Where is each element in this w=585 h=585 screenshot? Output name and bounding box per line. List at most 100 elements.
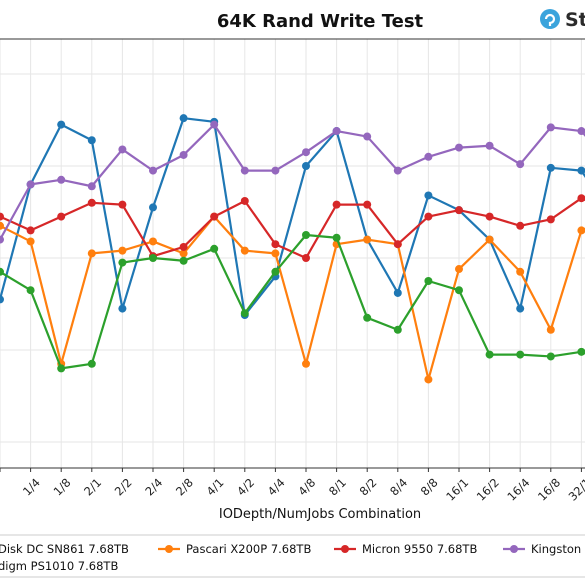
data-point: [118, 145, 127, 154]
data-point: [516, 350, 525, 359]
data-point: [149, 166, 157, 175]
data-point: [271, 249, 280, 258]
series-3: [0, 120, 585, 244]
storagereview-logo-icon: [540, 9, 560, 29]
data-point: [363, 200, 372, 209]
legend-label: digm PS1010 7.68TB: [0, 559, 118, 573]
data-point: [0, 295, 4, 304]
data-point: [577, 226, 585, 235]
legend-marker: [165, 545, 173, 553]
logo-text: St: [565, 9, 585, 31]
legend-item: Pascari X200P 7.68TB: [158, 542, 311, 556]
x-axis-label: IODepth/NumJobs Combination: [219, 507, 421, 522]
data-point: [26, 180, 35, 189]
data-point: [302, 231, 310, 239]
data-point: [210, 244, 219, 253]
data-point: [149, 254, 157, 262]
data-point: [393, 166, 402, 175]
data-point: [332, 127, 341, 136]
data-point: [455, 206, 463, 215]
legend-item: Disk DC SN861 7.68TB: [0, 542, 129, 556]
data-point: [485, 212, 494, 221]
data-point: [424, 277, 433, 285]
data-point: [210, 212, 219, 221]
data-point: [577, 166, 585, 175]
data-point: [240, 246, 249, 255]
data-point: [118, 304, 127, 313]
data-point: [424, 152, 433, 161]
legend-marker: [510, 545, 518, 553]
data-point: [240, 166, 249, 175]
data-point: [179, 114, 188, 123]
legend-frame: [0, 534, 585, 578]
data-point: [26, 237, 35, 246]
data-point: [57, 212, 66, 221]
data-point: [0, 221, 4, 230]
data-point: [118, 246, 127, 255]
data-point: [87, 198, 96, 207]
data-point: [87, 359, 96, 368]
data-point: [302, 359, 310, 368]
data-point: [363, 235, 372, 244]
data-point: [302, 254, 310, 262]
data-point: [455, 286, 463, 295]
data-point: [455, 265, 463, 274]
legend-item: Kingston: [503, 542, 581, 556]
data-point: [149, 237, 157, 246]
data-point: [179, 256, 188, 265]
data-point: [485, 350, 494, 359]
data-point: [363, 132, 372, 141]
data-point: [332, 200, 341, 209]
data-point: [546, 325, 555, 334]
data-point: [240, 196, 249, 205]
data-point: [57, 364, 66, 373]
data-point: [546, 163, 555, 172]
data-point: [271, 267, 280, 276]
data-point: [577, 194, 585, 203]
data-point: [57, 120, 66, 129]
data-point: [332, 233, 341, 242]
legend-marker: [341, 545, 349, 553]
data-point: [87, 249, 96, 258]
data-point: [57, 175, 66, 184]
data-point: [26, 286, 35, 295]
legend-label: Pascari X200P 7.68TB: [186, 542, 311, 556]
data-point: [179, 242, 188, 251]
series-layer: [0, 114, 585, 384]
grid-lines: [0, 39, 585, 468]
data-point: [516, 160, 525, 169]
data-point: [149, 203, 157, 212]
legend-label: Micron 9550 7.68TB: [362, 542, 477, 556]
data-point: [302, 162, 310, 170]
storagereview-logo: St: [540, 9, 585, 31]
legend: Disk DC SN861 7.68TB Pascari X200P 7.68TB…: [0, 534, 585, 578]
data-point: [118, 200, 127, 209]
data-point: [179, 150, 188, 159]
data-point: [118, 258, 127, 267]
data-point: [363, 313, 372, 322]
data-point: [240, 309, 249, 318]
data-point: [271, 166, 280, 175]
data-point: [87, 182, 96, 191]
legend-item: Micron 9550 7.68TB: [334, 542, 477, 556]
data-point: [393, 325, 402, 334]
data-point: [455, 143, 463, 152]
data-point: [516, 267, 525, 276]
data-point: [424, 375, 433, 384]
data-point: [0, 212, 4, 221]
series-2: [0, 194, 585, 262]
data-point: [424, 212, 433, 221]
legend-label: Kingston: [531, 542, 581, 556]
data-point: [393, 288, 402, 297]
data-point: [210, 120, 219, 129]
data-point: [577, 347, 585, 356]
data-point: [0, 267, 4, 276]
data-point: [546, 215, 555, 224]
data-point: [485, 141, 494, 150]
legend-item: digm PS1010 7.68TB: [0, 559, 118, 573]
data-point: [393, 240, 402, 249]
plot-area-frame: [0, 38, 585, 469]
series-4: [0, 231, 585, 373]
